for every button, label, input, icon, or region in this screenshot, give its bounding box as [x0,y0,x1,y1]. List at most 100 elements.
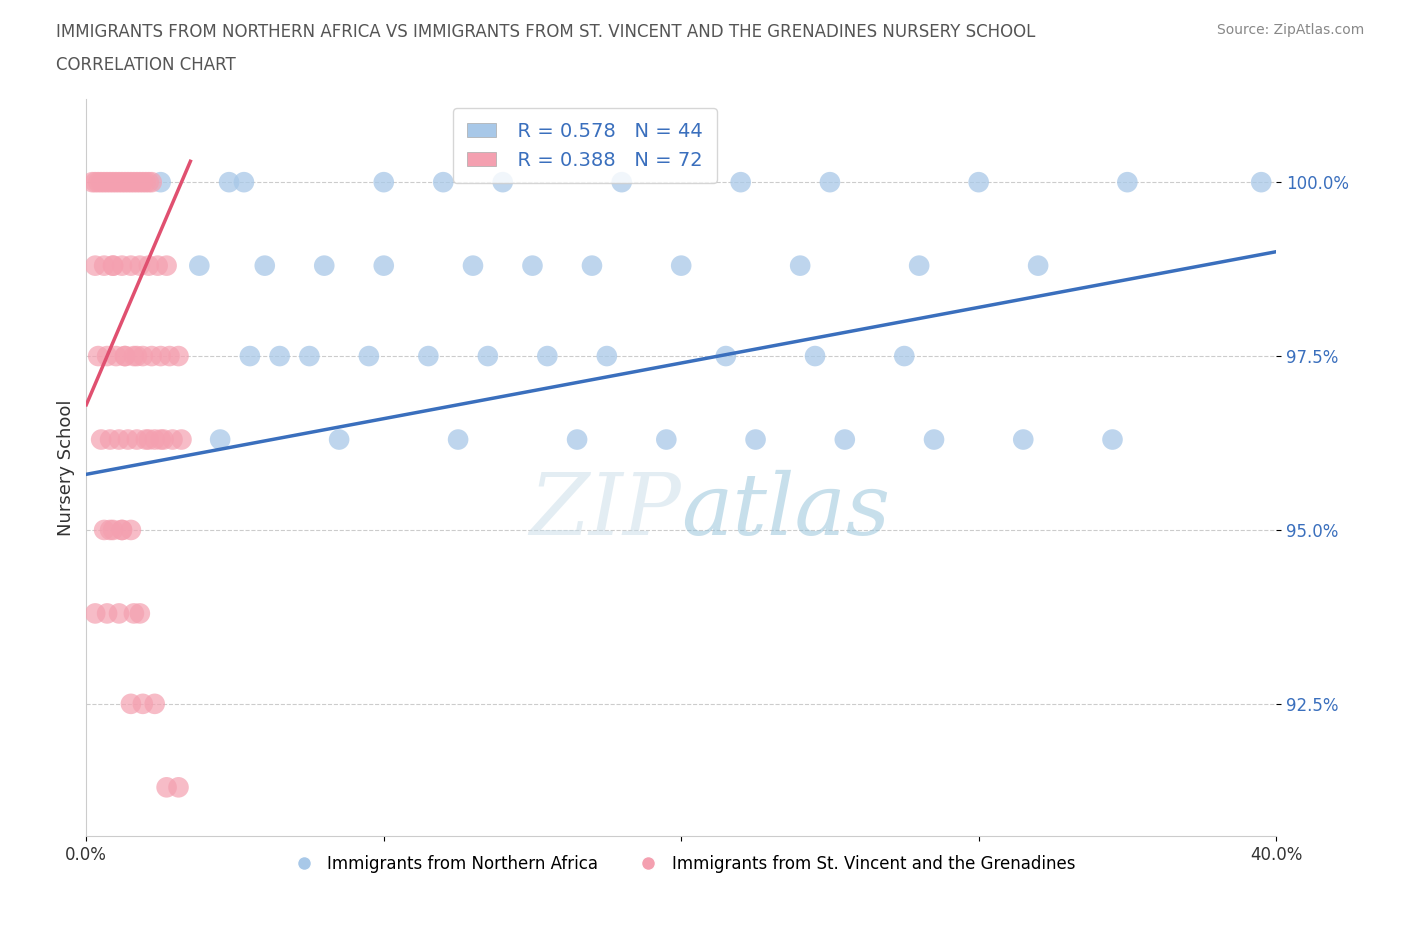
Point [143,432,166,447]
Point [373,175,395,190]
Point [908,259,931,273]
Point [314,259,336,273]
Text: CORRELATION CHART: CORRELATION CHART [56,56,236,73]
Point [373,259,395,273]
Point [84,175,107,190]
Point [167,349,190,364]
Point [135,432,157,447]
Point [432,175,454,190]
Point [82,175,104,190]
Point [87,175,110,190]
Point [239,349,262,364]
Point [138,432,160,447]
Point [120,259,142,273]
Point [536,349,558,364]
Point [128,606,150,621]
Point [162,432,184,447]
Point [789,259,811,273]
Point [1026,259,1049,273]
Point [669,259,692,273]
Point [1250,175,1272,190]
Text: atlas: atlas [681,471,890,553]
Text: Source: ZipAtlas.com: Source: ZipAtlas.com [1216,23,1364,37]
Point [170,432,193,447]
Point [111,523,134,538]
Point [269,349,291,364]
Point [101,175,124,190]
Point [1101,432,1123,447]
Point [1116,175,1139,190]
Point [120,175,142,190]
Point [87,349,110,364]
Point [167,780,190,795]
Point [84,606,107,621]
Point [128,175,150,190]
Point [114,349,136,364]
Point [522,259,544,273]
Legend: Immigrants from Northern Africa, Immigrants from St. Vincent and the Grenadines: Immigrants from Northern Africa, Immigra… [281,848,1081,879]
Point [117,175,139,190]
Point [125,175,148,190]
Point [232,175,254,190]
Point [132,697,155,711]
Point [159,349,181,364]
Point [152,432,174,447]
Point [120,697,142,711]
Point [135,175,157,190]
Point [105,175,128,190]
Point [93,523,115,538]
Point [108,175,131,190]
Point [90,432,112,447]
Point [492,175,515,190]
Point [122,606,145,621]
Point [138,259,160,273]
Point [111,175,134,190]
Point [101,259,124,273]
Point [730,175,752,190]
Point [101,523,124,538]
Point [477,349,499,364]
Point [328,432,350,447]
Point [218,175,240,190]
Point [655,432,678,447]
Point [101,259,124,273]
Point [90,870,112,885]
Point [96,349,118,364]
Y-axis label: Nursery School: Nursery School [58,399,75,536]
Point [834,432,856,447]
Point [418,349,440,364]
Point [105,349,128,364]
Point [98,523,121,538]
Point [93,175,115,190]
Point [114,175,136,190]
Point [155,259,177,273]
Point [967,175,990,190]
Text: ZIP: ZIP [529,471,681,553]
Point [298,349,321,364]
Point [149,175,172,190]
Point [128,259,150,273]
Point [108,606,131,621]
Point [141,349,163,364]
Point [122,349,145,364]
Point [84,259,107,273]
Point [141,175,163,190]
Point [122,175,145,190]
Point [188,259,211,273]
Point [565,432,588,447]
Point [98,432,121,447]
Point [93,259,115,273]
Point [125,432,148,447]
Point [96,606,118,621]
Point [596,349,619,364]
Point [132,349,155,364]
Point [114,349,136,364]
Point [1012,432,1035,447]
Point [209,432,232,447]
Point [143,697,166,711]
Point [253,259,276,273]
Point [447,432,470,447]
Point [108,432,131,447]
Point [149,432,172,447]
Point [893,349,915,364]
